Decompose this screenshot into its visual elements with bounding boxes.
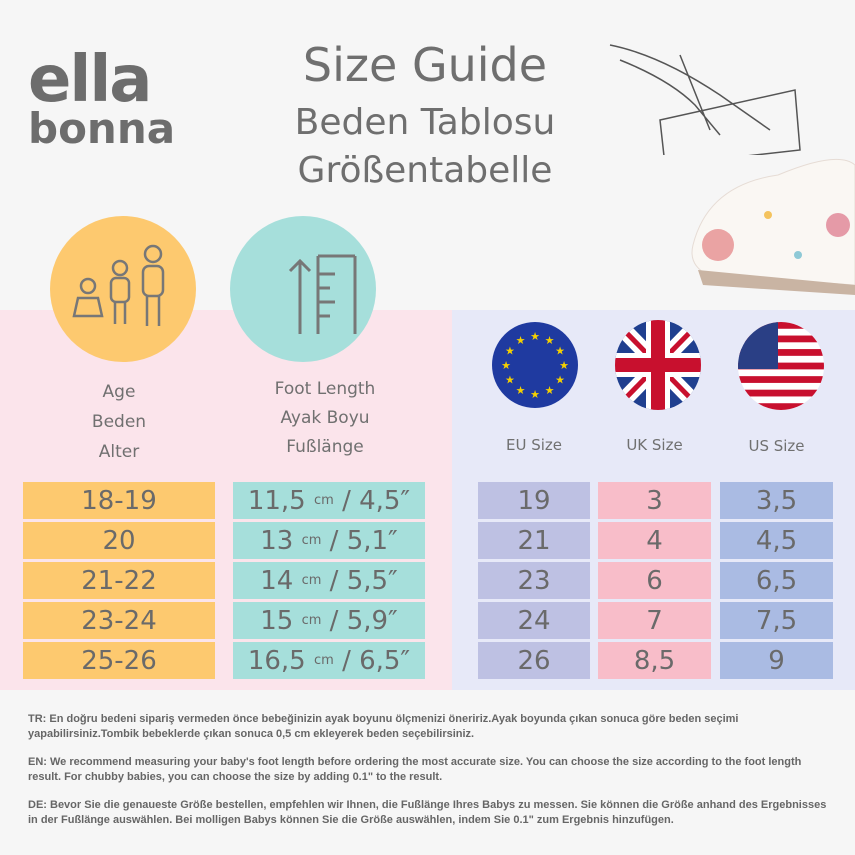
foot-cm-unit: cm bbox=[313, 653, 334, 668]
logo-line-1: ella bbox=[28, 43, 152, 117]
age-cell: 23-24 bbox=[23, 602, 215, 639]
svg-text:★: ★ bbox=[530, 330, 540, 343]
svg-text:★: ★ bbox=[501, 359, 511, 372]
foot-inch: / 4,5″ bbox=[342, 485, 411, 516]
logo-line-2: bonna bbox=[28, 104, 176, 153]
us-cell: 4,5 bbox=[720, 522, 833, 559]
eu-cell: 24 bbox=[478, 602, 590, 639]
age-label-de: Alter bbox=[98, 442, 140, 462]
uk-size-header: UK Size bbox=[626, 436, 683, 454]
family-icon bbox=[50, 216, 196, 362]
svg-text:★: ★ bbox=[555, 345, 565, 358]
ruler-arrow-icon bbox=[230, 216, 376, 362]
age-label-tr: Beden bbox=[91, 412, 147, 432]
age-label-en: Age bbox=[102, 382, 136, 402]
foot-cell: 11,5 cm / 4,5″ bbox=[233, 482, 425, 519]
svg-text:★: ★ bbox=[516, 334, 526, 347]
eu-cell: 21 bbox=[478, 522, 590, 559]
us-cell: 6,5 bbox=[720, 562, 833, 599]
eu-flag-icon: ★★★★★★★★★ ★ ★★ bbox=[492, 322, 578, 408]
foot-cm-unit: cm bbox=[301, 533, 322, 548]
svg-text:★: ★ bbox=[559, 359, 569, 372]
foot-cell: 15 cm / 5,9″ bbox=[233, 602, 425, 639]
foot-length-header: Foot Length Ayak Boyu Fußlänge bbox=[225, 375, 425, 462]
foot-label-de: Fußlänge bbox=[286, 437, 364, 457]
note-de: DE: Bevor Sie die genaueste Größe bestel… bbox=[28, 799, 827, 826]
us-cell: 9 bbox=[720, 642, 833, 679]
baby-shoe-image-icon bbox=[691, 158, 855, 295]
svg-text:★: ★ bbox=[555, 374, 565, 387]
eu-cell: 19 bbox=[478, 482, 590, 519]
foot-cm: 14 bbox=[260, 565, 294, 596]
foot-cm: 15 bbox=[260, 605, 294, 636]
foot-cell: 16,5 cm / 6,5″ bbox=[233, 642, 425, 679]
foot-cm-unit: cm bbox=[313, 493, 334, 508]
us-size-header: US Size bbox=[748, 437, 805, 455]
note-en: EN: We recommend measuring your baby's f… bbox=[28, 756, 802, 783]
age-cell: 20 bbox=[23, 522, 215, 559]
foot-cm: 13 bbox=[260, 525, 294, 556]
us-flag-icon bbox=[738, 322, 824, 410]
uk-flag-icon bbox=[615, 320, 701, 410]
svg-text:★: ★ bbox=[545, 384, 555, 397]
foot-inch: / 6,5″ bbox=[342, 645, 411, 676]
foot-label-tr: Ayak Boyu bbox=[280, 408, 370, 428]
foot-inch: / 5,1″ bbox=[329, 525, 398, 556]
age-cell: 21-22 bbox=[23, 562, 215, 599]
foot-inch: / 5,5″ bbox=[329, 565, 398, 596]
title-de: Größentabelle bbox=[297, 150, 553, 191]
brand-logo: ella bonna bbox=[28, 48, 175, 150]
eu-cell: 26 bbox=[478, 642, 590, 679]
us-cell: 3,5 bbox=[720, 482, 833, 519]
foot-cm: 16,5 bbox=[247, 645, 306, 676]
svg-text:★: ★ bbox=[530, 388, 540, 401]
foot-cm-unit: cm bbox=[301, 613, 322, 628]
eu-cell: 23 bbox=[478, 562, 590, 599]
foot-inch: / 5,9″ bbox=[329, 605, 398, 636]
foot-cell: 14 cm / 5,5″ bbox=[233, 562, 425, 599]
age-header: Age Beden Alter bbox=[23, 377, 215, 467]
us-cell: 7,5 bbox=[720, 602, 833, 639]
age-cell: 18-19 bbox=[23, 482, 215, 519]
foot-label-en: Foot Length bbox=[274, 379, 376, 399]
uk-cell: 7 bbox=[598, 602, 711, 639]
svg-text:★: ★ bbox=[545, 334, 555, 347]
uk-cell: 8,5 bbox=[598, 642, 711, 679]
foot-cm-unit: cm bbox=[301, 573, 322, 588]
uk-cell: 3 bbox=[598, 482, 711, 519]
eu-size-header: EU Size bbox=[505, 436, 562, 454]
svg-text:★: ★ bbox=[505, 374, 515, 387]
foot-cm: 11,5 bbox=[247, 485, 306, 516]
svg-text:★: ★ bbox=[505, 345, 515, 358]
note-tr: TR: En doğru bedeni sipariş vermeden önc… bbox=[28, 713, 739, 740]
title-en: Size Guide bbox=[302, 38, 548, 92]
age-cell: 25-26 bbox=[23, 642, 215, 679]
foot-cell: 13 cm / 5,1″ bbox=[233, 522, 425, 559]
uk-cell: 4 bbox=[598, 522, 711, 559]
uk-cell: 6 bbox=[598, 562, 711, 599]
foot-measure-illustration-icon bbox=[609, 44, 801, 155]
svg-text:★: ★ bbox=[516, 384, 526, 397]
title-tr: Beden Tablosu bbox=[294, 102, 556, 143]
